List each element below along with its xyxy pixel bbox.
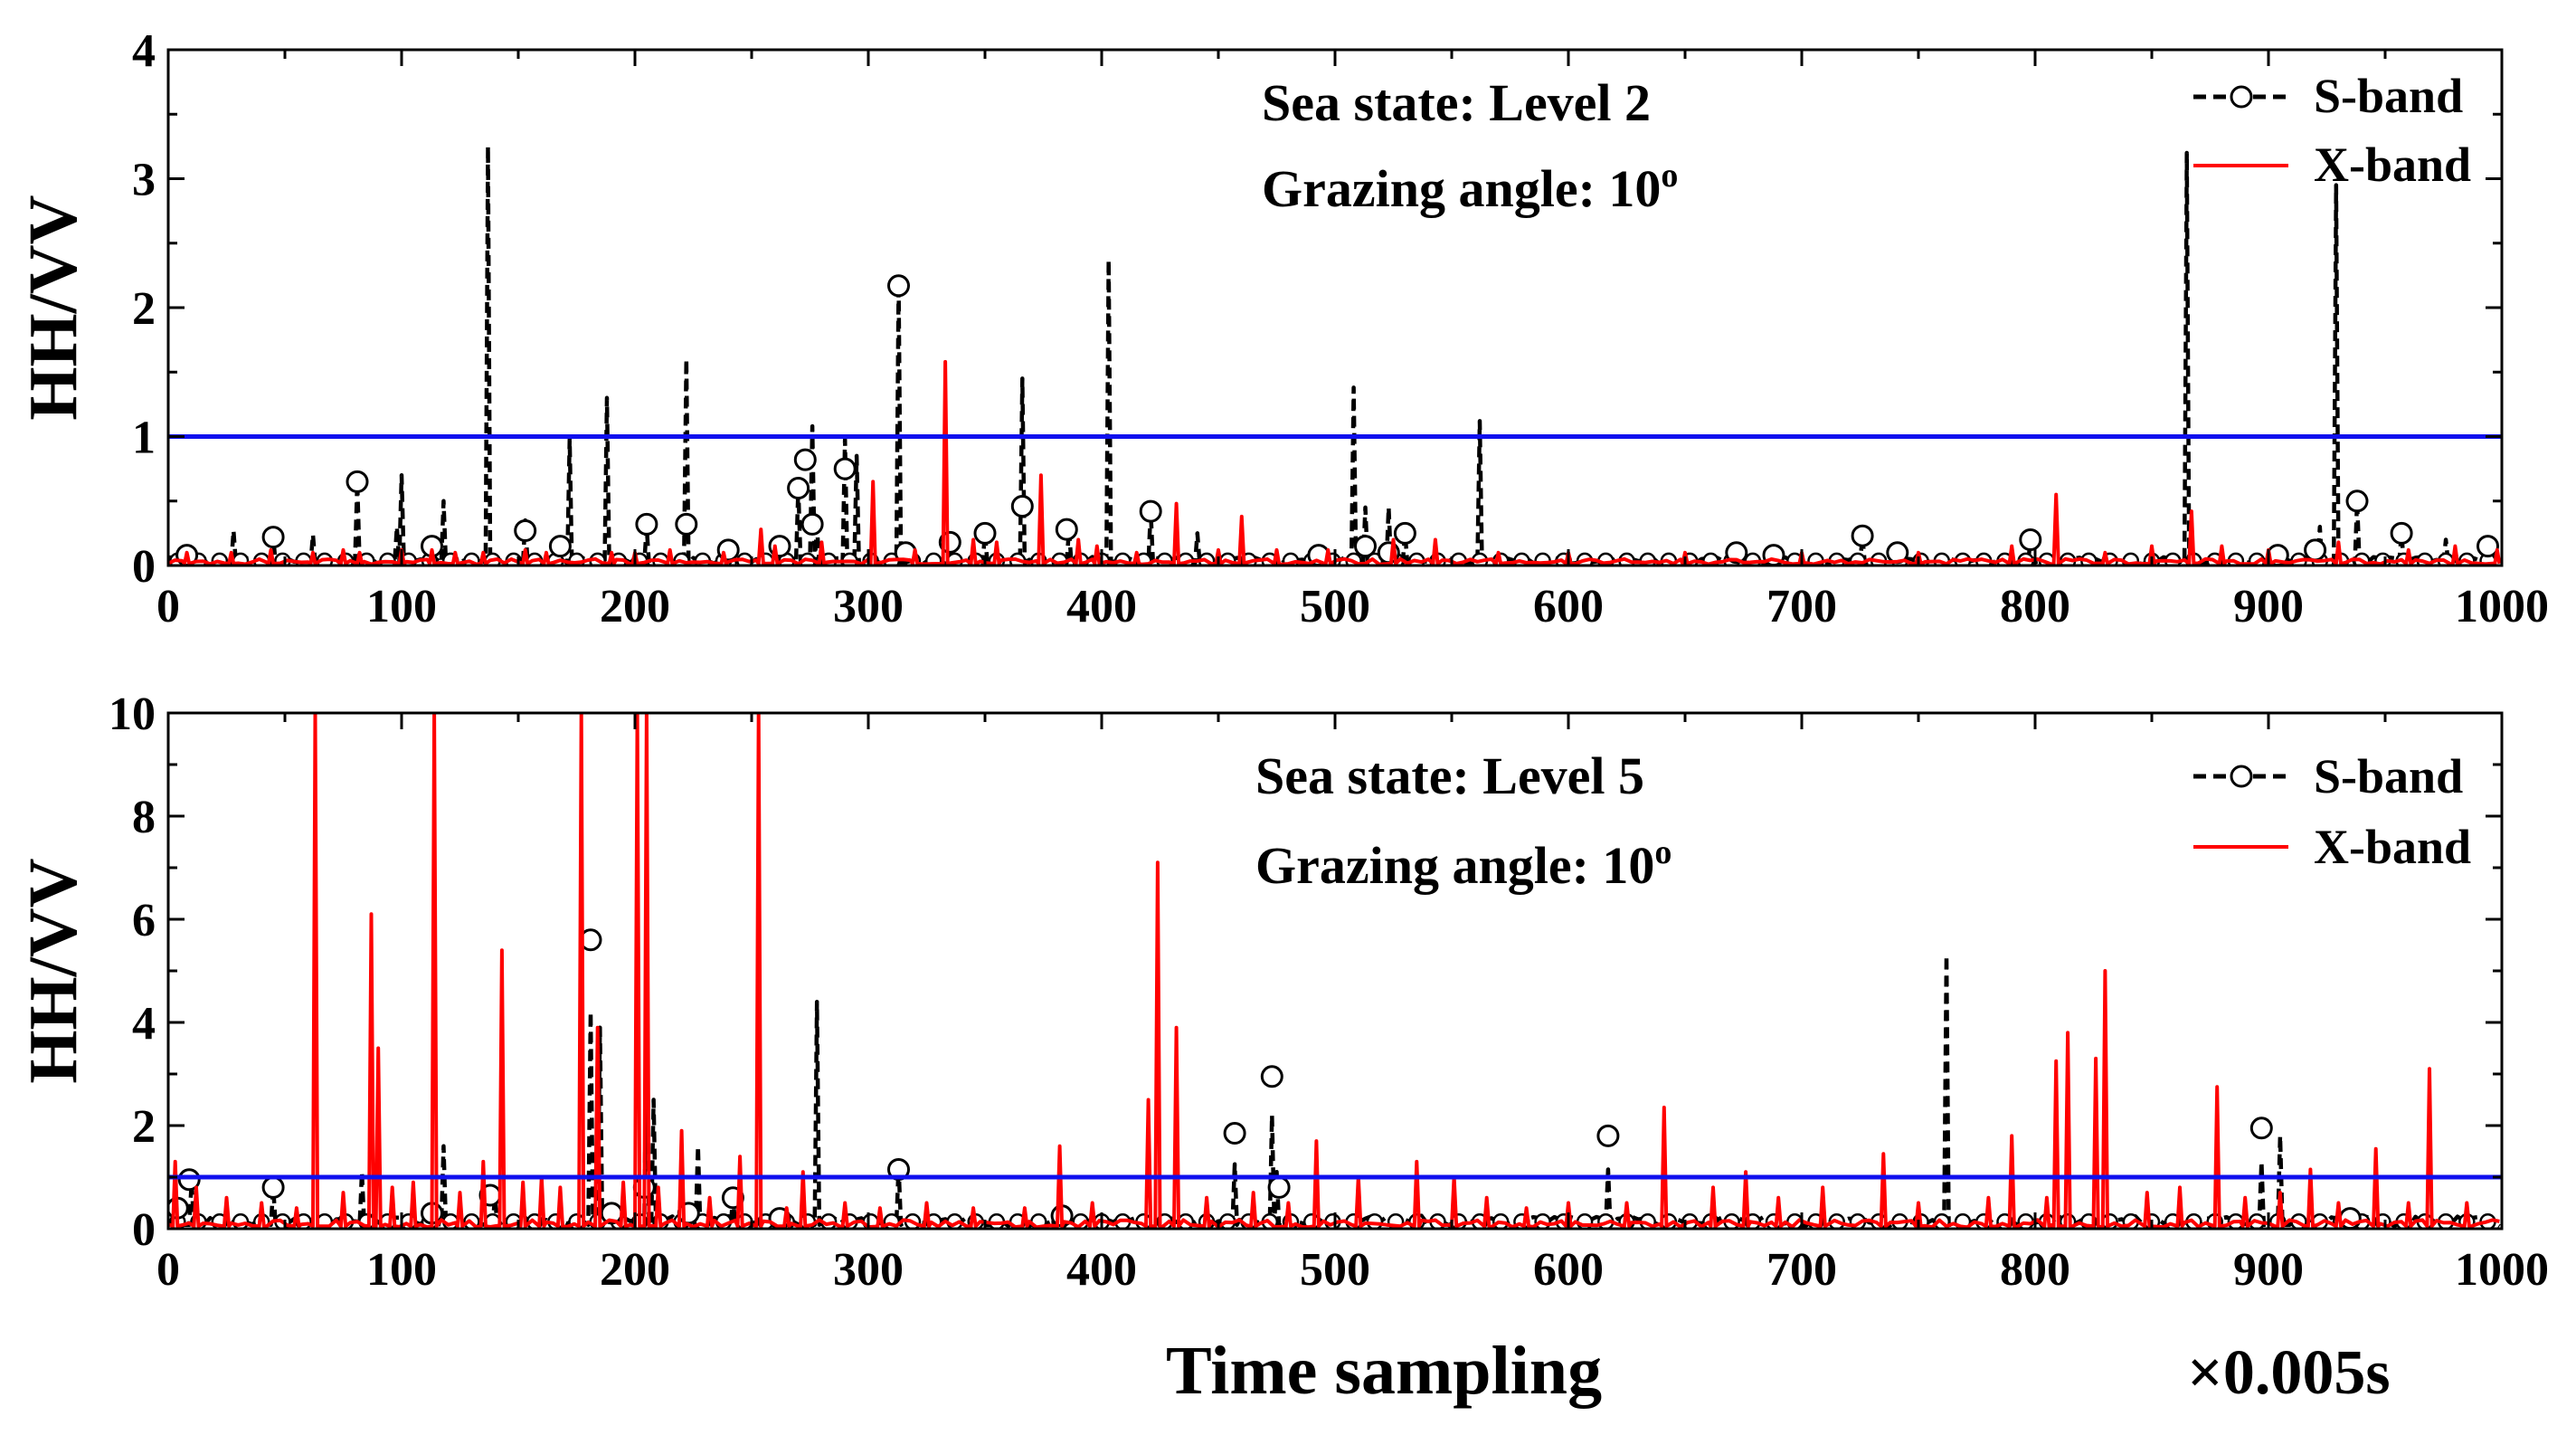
chart-panel-bottom: 0 100 200 300 400 500 600 700 800 900 10000246810 … bbox=[15, 689, 2549, 1409]
plot-area-top bbox=[168, 144, 2502, 565]
sband-data-point bbox=[514, 519, 537, 542]
sband-data-point bbox=[2390, 521, 2413, 545]
sband-data-point bbox=[793, 448, 817, 471]
sband-data-point bbox=[1725, 541, 1748, 565]
x-tick-label: 0 bbox=[156, 1244, 180, 1296]
x-tick-label: 500 bbox=[1300, 581, 1370, 632]
sband-data-point bbox=[1010, 495, 1034, 518]
x-tick-label: 200 bbox=[600, 581, 670, 632]
y-tick-label: 1 bbox=[132, 413, 156, 464]
y-tick-label: 0 bbox=[132, 541, 156, 593]
annotation-grazing-angle-top: Grazing angle: 10o bbox=[1262, 157, 1678, 218]
x-tick-label: 600 bbox=[1533, 1244, 1604, 1296]
legend-sband-marker bbox=[2230, 765, 2253, 788]
x-tick-label: 100 bbox=[366, 1244, 437, 1296]
xband-series-line bbox=[168, 359, 2502, 565]
sband-series-line bbox=[168, 953, 2501, 1229]
chart-panel-top: 0 100 200 300 400 500 600 700 800 900 1000 0 1 2 3 4 HH… bbox=[15, 25, 2549, 632]
sband-data-point bbox=[261, 1175, 285, 1199]
x-tick-label: 800 bbox=[2000, 581, 2070, 632]
sband-data-point bbox=[675, 512, 698, 536]
sband-data-point bbox=[2019, 528, 2042, 551]
x-tick-label: 200 bbox=[600, 1244, 670, 1296]
sband-data-point bbox=[1596, 1124, 1620, 1147]
legend-sband-marker bbox=[2230, 85, 2253, 109]
sband-data-point bbox=[2345, 489, 2369, 513]
sband-data-point bbox=[887, 274, 910, 298]
x-tick-label: 900 bbox=[2233, 1244, 2304, 1296]
sband-data-point bbox=[1851, 524, 1874, 547]
x-tick-label: 900 bbox=[2233, 581, 2304, 632]
y-tick-label: 6 bbox=[132, 895, 156, 946]
x-tick-label: 100 bbox=[366, 581, 437, 632]
x-tick-label: 800 bbox=[2000, 1244, 2070, 1296]
sband-data-point bbox=[833, 457, 857, 480]
legend-sband-label: S-band bbox=[2314, 69, 2463, 123]
y-tick-label: 2 bbox=[132, 283, 156, 335]
y-tick-label: 10 bbox=[109, 689, 156, 740]
annotation-grazing-angle-bottom: Grazing angle: 10o bbox=[1255, 833, 1672, 895]
sband-data-point bbox=[2304, 538, 2327, 562]
sband-data-point bbox=[1223, 1122, 1246, 1145]
y-tick-label: 0 bbox=[132, 1204, 156, 1256]
y-tick-label: 3 bbox=[132, 155, 156, 206]
sband-data-point bbox=[1267, 1175, 1291, 1199]
x-tick-label: 700 bbox=[1766, 1244, 1837, 1296]
legend-sband-label: S-band bbox=[2314, 749, 2463, 803]
sband-data-point bbox=[177, 1168, 201, 1192]
x-tick-label: 700 bbox=[1766, 581, 1837, 632]
sband-data-point bbox=[1393, 521, 1416, 545]
x-tick-label: 400 bbox=[1066, 1244, 1137, 1296]
legend-bottom: S-band X-band bbox=[2193, 749, 2471, 874]
x-tick-label: 1000 bbox=[2455, 1244, 2549, 1296]
y-tick-label: 2 bbox=[132, 1101, 156, 1153]
sband-data-point bbox=[346, 470, 369, 493]
sband-data-point bbox=[800, 512, 824, 536]
legend-top: S-band X-band bbox=[2193, 69, 2471, 192]
sband-data-point bbox=[1139, 499, 1162, 523]
sband-data-point bbox=[2249, 1117, 2273, 1140]
x-tick-label: 400 bbox=[1066, 581, 1137, 632]
x-axis-label: Time sampling bbox=[1166, 1333, 1602, 1409]
annotation-sea-state-bottom: Sea state: Level 5 bbox=[1255, 746, 1644, 805]
x-tick-label: 500 bbox=[1300, 1244, 1370, 1296]
axes-top: 0 100 200 300 400 500 600 700 800 900 1000 0 1 2 3 4 bbox=[132, 25, 2549, 632]
legend-xband-label: X-band bbox=[2314, 820, 2471, 874]
x-tick-label: 600 bbox=[1533, 581, 1604, 632]
sband-data-point bbox=[548, 535, 572, 558]
sband-data-point bbox=[677, 1202, 700, 1225]
x-tick-label: 0 bbox=[156, 581, 180, 632]
x-tick-label: 300 bbox=[833, 581, 904, 632]
sband-data-point bbox=[973, 521, 997, 545]
x-axis-unit: ×0.005s bbox=[2187, 1338, 2391, 1408]
sband-data-point bbox=[1354, 535, 1377, 558]
sband-data-point bbox=[1055, 518, 1078, 541]
y-axis-label-top: HH/VV bbox=[15, 195, 91, 420]
x-tick-label: 1000 bbox=[2455, 581, 2549, 632]
y-tick-label: 8 bbox=[132, 792, 156, 843]
y-axis-label-bottom: HH/VV bbox=[15, 858, 91, 1083]
axes-bottom: 0 100 200 300 400 500 600 700 800 900 1000 0 2 4 6 8 10 bbox=[109, 689, 2549, 1296]
legend-xband-label: X-band bbox=[2314, 138, 2471, 192]
sband-data-point bbox=[1260, 1065, 1283, 1088]
sband-data-point bbox=[635, 512, 658, 536]
sband-data-point bbox=[787, 477, 810, 499]
xband-series-line bbox=[168, 713, 2500, 1229]
y-tick-label: 4 bbox=[132, 998, 156, 1050]
sband-data-point bbox=[261, 526, 285, 549]
sband-data-point bbox=[2477, 535, 2499, 558]
x-tick-label: 300 bbox=[833, 1244, 904, 1296]
y-tick-label: 4 bbox=[132, 25, 156, 77]
annotation-sea-state-top: Sea state: Level 2 bbox=[1262, 73, 1651, 132]
